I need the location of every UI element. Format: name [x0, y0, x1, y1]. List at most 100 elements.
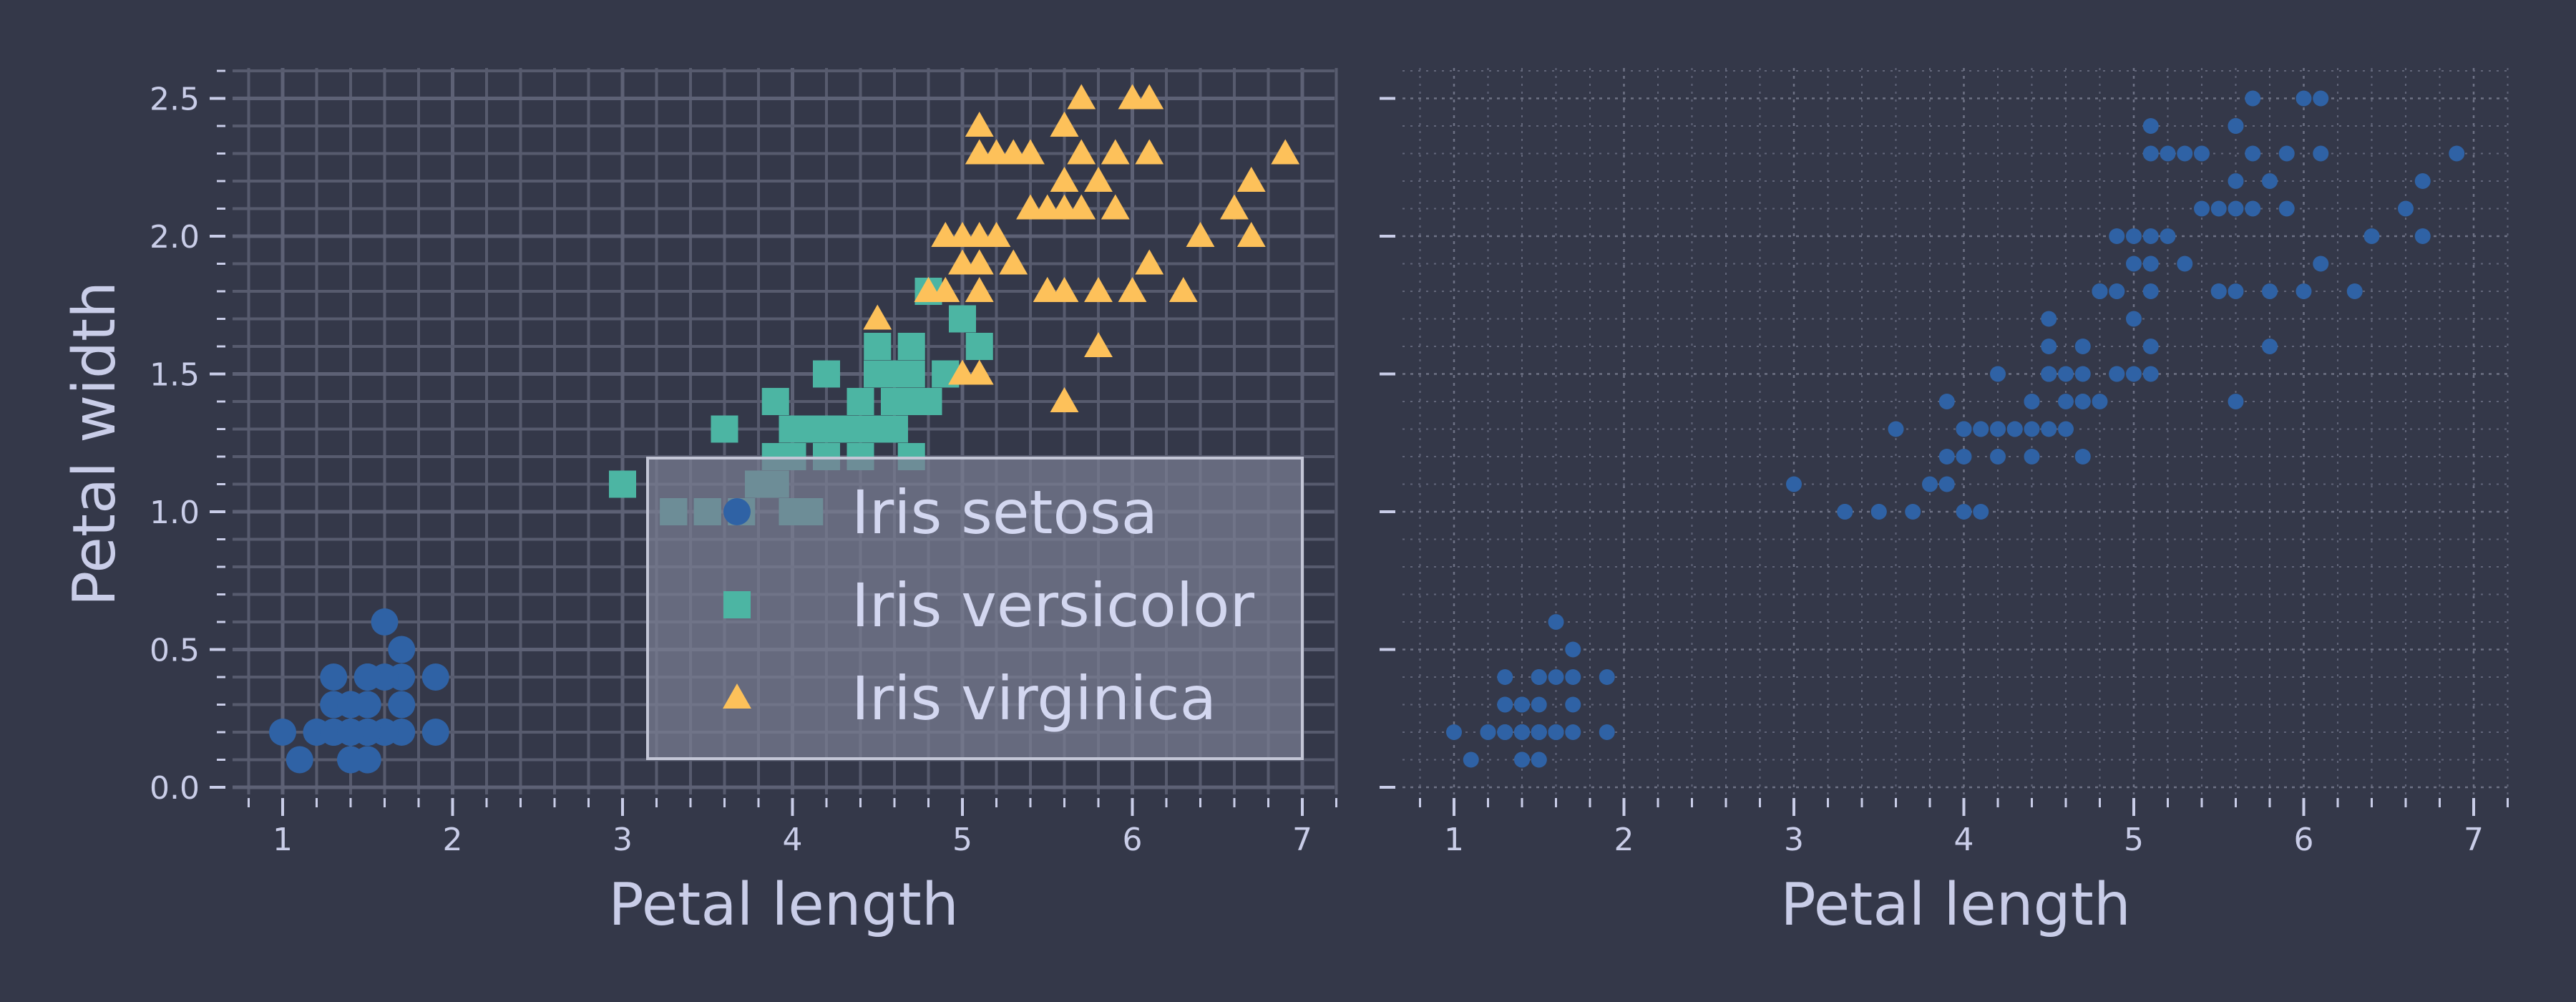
data-point-circle [320, 663, 348, 691]
data-point-triangle [1271, 139, 1300, 165]
y-tick-label: 0.5 [150, 633, 200, 669]
data-point-triangle [1016, 194, 1045, 220]
x-tick-label: 3 [613, 822, 633, 858]
data-point-circle [1463, 752, 1479, 768]
data-point-circle [2278, 145, 2295, 162]
left-scatter-panel: 1 2 3 4 5 6 70.00.51.01.52.02.5 Iris setosaIri… [61, 68, 1338, 939]
data-point-circle [2126, 256, 2142, 272]
data-point-circle [421, 663, 449, 691]
data-point-circle [2313, 90, 2329, 107]
data-point-square [813, 360, 840, 388]
data-point-circle [2210, 200, 2227, 217]
x-tick-label: 6 [1123, 822, 1143, 858]
data-point-circle [2058, 366, 2074, 382]
data-point-circle [2142, 256, 2159, 272]
data-point-circle [1956, 449, 1972, 464]
data-point-circle [2058, 421, 2074, 437]
x-tick-label: 1 [273, 822, 293, 858]
data-point-triangle [965, 359, 994, 385]
data-point-circle [2363, 228, 2380, 244]
data-point-circle [1446, 724, 1462, 740]
data-point-square [914, 388, 942, 415]
data-point-circle [2092, 394, 2108, 409]
data-point-circle [1497, 724, 1513, 740]
data-point-circle [2245, 145, 2261, 162]
data-point-circle [1548, 614, 1564, 630]
data-point-circle [1905, 504, 1921, 520]
data-point-circle [337, 746, 364, 774]
data-point-circle [2142, 366, 2159, 382]
legend-marker-triangle [723, 684, 751, 709]
data-point-square [829, 415, 857, 443]
legend-label: Iris virginica [852, 663, 1216, 734]
data-point-circle [2109, 228, 2125, 244]
data-point-circle [2058, 394, 2074, 409]
data-point-circle [1870, 504, 1887, 520]
data-point-triangle [1084, 167, 1113, 192]
data-point-circle [1938, 394, 1955, 409]
right-x-axis-title: Petal length [1780, 871, 2131, 939]
data-point-circle [2126, 366, 2142, 382]
data-point-triangle [1101, 194, 1130, 220]
data-point-circle [1938, 449, 1955, 464]
data-point-circle [2228, 118, 2244, 134]
data-point-circle [1786, 476, 1802, 492]
data-point-circle [2228, 283, 2244, 299]
data-point-circle [2074, 449, 2091, 464]
data-point-circle [2126, 228, 2142, 244]
data-point-triangle [1067, 139, 1096, 165]
data-point-triangle [1101, 139, 1130, 165]
data-point-circle [1837, 504, 1853, 520]
data-point-square [761, 388, 789, 415]
right-grid [1402, 68, 2509, 794]
data-point-circle [2074, 366, 2091, 382]
data-point-square [609, 470, 636, 498]
data-point-circle [2194, 200, 2210, 217]
data-point-triangle [982, 222, 1011, 247]
data-point-square [796, 415, 824, 443]
data-point-triangle [999, 249, 1028, 275]
data-point-circle [371, 608, 399, 636]
legend-label: Iris setosa [852, 477, 1158, 548]
data-point-circle [1514, 724, 1530, 740]
data-point-triangle [1033, 277, 1062, 302]
data-point-circle [2278, 200, 2295, 217]
data-point-circle [1497, 669, 1513, 685]
data-point-triangle [1050, 167, 1079, 192]
data-point-square [847, 388, 874, 415]
data-point-circle [2142, 145, 2159, 162]
data-point-circle [1497, 696, 1513, 713]
data-point-triangle [1236, 167, 1266, 192]
data-point-circle [2142, 228, 2159, 244]
data-point-circle [1990, 449, 2006, 464]
data-point-circle [2041, 421, 2057, 437]
data-point-circle [1531, 752, 1547, 768]
data-point-circle [353, 663, 381, 691]
data-point-circle [1990, 421, 2006, 437]
legend-marker-square [723, 591, 751, 618]
data-point-circle [1956, 504, 1972, 520]
right-ticks [1380, 97, 2509, 816]
data-point-square [864, 333, 892, 360]
data-point-circle [2092, 283, 2108, 299]
y-tick-label: 1.0 [150, 495, 200, 531]
data-point-circle [2160, 145, 2176, 162]
data-point-triangle [1016, 139, 1045, 165]
x-tick-label: 4 [783, 822, 803, 858]
data-point-circle [1514, 752, 1530, 768]
legend-label: Iris versicolor [852, 570, 1254, 641]
data-point-circle [2006, 421, 2023, 437]
data-point-circle [1565, 724, 1581, 740]
data-point-triangle [1084, 332, 1113, 357]
data-point-circle [2109, 283, 2125, 299]
data-point-circle [2228, 200, 2244, 217]
data-point-circle [337, 719, 364, 746]
data-point-triangle [1050, 387, 1079, 412]
data-point-square [881, 415, 908, 443]
data-point-triangle [1236, 222, 1266, 247]
right-data-points [1446, 90, 2465, 768]
data-point-circle [1888, 421, 1904, 437]
data-point-circle [2245, 90, 2261, 107]
data-point-triangle [1067, 84, 1096, 110]
